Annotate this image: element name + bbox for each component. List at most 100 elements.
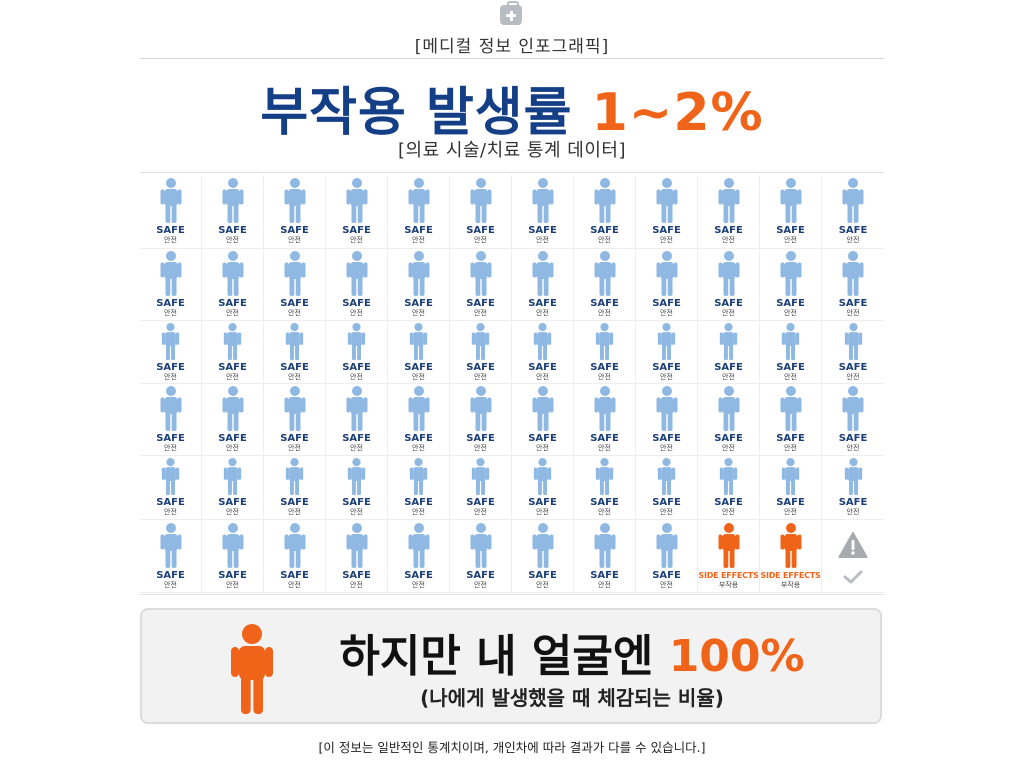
safe-sublabel: 안전 <box>598 580 611 589</box>
safe-label: SAFE <box>776 433 805 444</box>
side-effects-label: SIDE EFFECTS <box>698 570 759 580</box>
safe-label: SAFE <box>404 497 433 508</box>
person-icon <box>470 386 491 431</box>
person-icon <box>161 458 180 496</box>
person-icon <box>284 178 305 223</box>
safe-sublabel: 안전 <box>350 236 363 244</box>
safe-label: SAFE <box>528 433 557 444</box>
safe-cell: SAFE 안전 <box>202 456 264 520</box>
safe-sublabel: 안전 <box>350 508 363 516</box>
safe-sublabel: 안전 <box>846 508 860 516</box>
safe-cell: SAFE 안전 <box>450 249 512 321</box>
person-icon <box>346 178 367 223</box>
safe-label: SAFE <box>466 433 495 444</box>
safe-sublabel: 안전 <box>164 372 177 381</box>
safe-sublabel: 안전 <box>660 372 673 381</box>
safe-label: SAFE <box>528 298 557 309</box>
title-accent: 1~2% <box>591 83 764 143</box>
safe-label: SAFE <box>156 225 185 236</box>
safe-label: SAFE <box>714 497 743 508</box>
safe-label: SAFE <box>838 361 868 373</box>
safe-cell: SAFE 안전 <box>140 249 202 321</box>
safe-label: SAFE <box>218 433 247 444</box>
safe-cell: SAFE 안전 <box>636 520 698 593</box>
person-icon <box>718 251 739 296</box>
safe-sublabel: 안전 <box>412 309 425 317</box>
safe-cell: SAFE 안전 <box>636 249 698 321</box>
safe-sublabel: 안전 <box>722 236 735 244</box>
safe-label: SAFE <box>652 497 681 508</box>
safe-cell: SAFE 안전 <box>326 321 388 384</box>
person-icon <box>533 322 552 360</box>
safe-sublabel: 안전 <box>536 236 549 244</box>
safe-label: SAFE <box>590 497 619 508</box>
person-icon <box>408 386 429 431</box>
safe-label: SAFE <box>528 569 557 581</box>
page-title: 부작용 발생률 1~2% <box>0 70 1024 145</box>
safe-cell: SAFE 안전 <box>574 175 636 249</box>
safe-label: SAFE <box>776 361 805 373</box>
person-icon <box>231 624 273 714</box>
safe-label: SAFE <box>404 225 433 236</box>
person-icon <box>285 458 304 496</box>
safe-cell: SAFE 안전 <box>202 175 264 249</box>
person-icon <box>781 458 800 496</box>
safe-sublabel: 안전 <box>474 444 487 452</box>
safe-label: SAFE <box>652 569 681 581</box>
safe-label: SAFE <box>280 497 309 508</box>
person-icon <box>595 322 614 360</box>
person-icon <box>222 386 243 431</box>
person-icon <box>718 178 739 223</box>
safe-cell: SAFE 안전 <box>760 384 822 456</box>
safe-cell: SAFE 안전 <box>326 384 388 456</box>
person-icon <box>718 386 739 431</box>
safe-sublabel: 안전 <box>288 372 301 381</box>
safe-cell: SAFE 안전 <box>574 321 636 384</box>
safe-label: SAFE <box>342 433 371 444</box>
safe-cell: SAFE 안전 <box>450 384 512 456</box>
safe-label: SAFE <box>404 298 433 309</box>
safe-label: SAFE <box>714 225 743 236</box>
person-icon <box>595 458 614 496</box>
safe-label: SAFE <box>404 433 433 444</box>
safe-label: SAFE <box>156 361 185 373</box>
person-icon <box>160 251 181 296</box>
safe-sublabel: 안전 <box>226 580 239 589</box>
callout-main-text: 하지만 내 얼굴엔 <box>339 631 669 682</box>
safe-sublabel: 안전 <box>536 580 549 589</box>
safe-cell: SAFE 안전 <box>264 175 326 249</box>
safe-cell: SAFE 안전 <box>326 520 388 593</box>
person-icon <box>780 522 801 568</box>
safe-label: SAFE <box>466 497 495 508</box>
person-icon <box>160 178 181 223</box>
safe-sublabel: 안전 <box>536 444 549 452</box>
person-icon <box>594 178 615 223</box>
safe-sublabel: 안전 <box>350 580 363 589</box>
safe-sublabel: 안전 <box>350 309 363 317</box>
person-icon <box>223 458 242 496</box>
warning-cell <box>822 520 884 593</box>
side-effect-cell: SIDE EFFECTS 부작용 <box>760 520 822 593</box>
safe-cell: SAFE 안전 <box>698 321 760 384</box>
safe-sublabel: 안전 <box>846 236 860 244</box>
safe-sublabel: 안전 <box>846 444 860 452</box>
safe-sublabel: 안전 <box>722 372 735 381</box>
safe-cell: SAFE 안전 <box>760 249 822 321</box>
person-icon <box>844 458 862 496</box>
safe-sublabel: 안전 <box>288 580 301 589</box>
safe-cell: SAFE 안전 <box>202 249 264 321</box>
safe-cell: SAFE 안전 <box>450 175 512 249</box>
safe-sublabel: 안전 <box>598 309 611 317</box>
safe-label: SAFE <box>838 298 868 309</box>
safe-sublabel: 안전 <box>474 309 487 317</box>
safe-sublabel: 안전 <box>846 309 860 317</box>
safe-label: SAFE <box>838 497 868 508</box>
safe-cell: SAFE 안전 <box>264 249 326 321</box>
safe-label: SAFE <box>590 298 619 309</box>
safe-cell: SAFE 안전 <box>822 249 884 321</box>
safe-sublabel: 안전 <box>350 444 363 452</box>
person-icon <box>160 522 181 568</box>
safe-sublabel: 안전 <box>722 508 735 516</box>
safe-cell: SAFE 안전 <box>512 321 574 384</box>
safe-label: SAFE <box>342 225 371 236</box>
